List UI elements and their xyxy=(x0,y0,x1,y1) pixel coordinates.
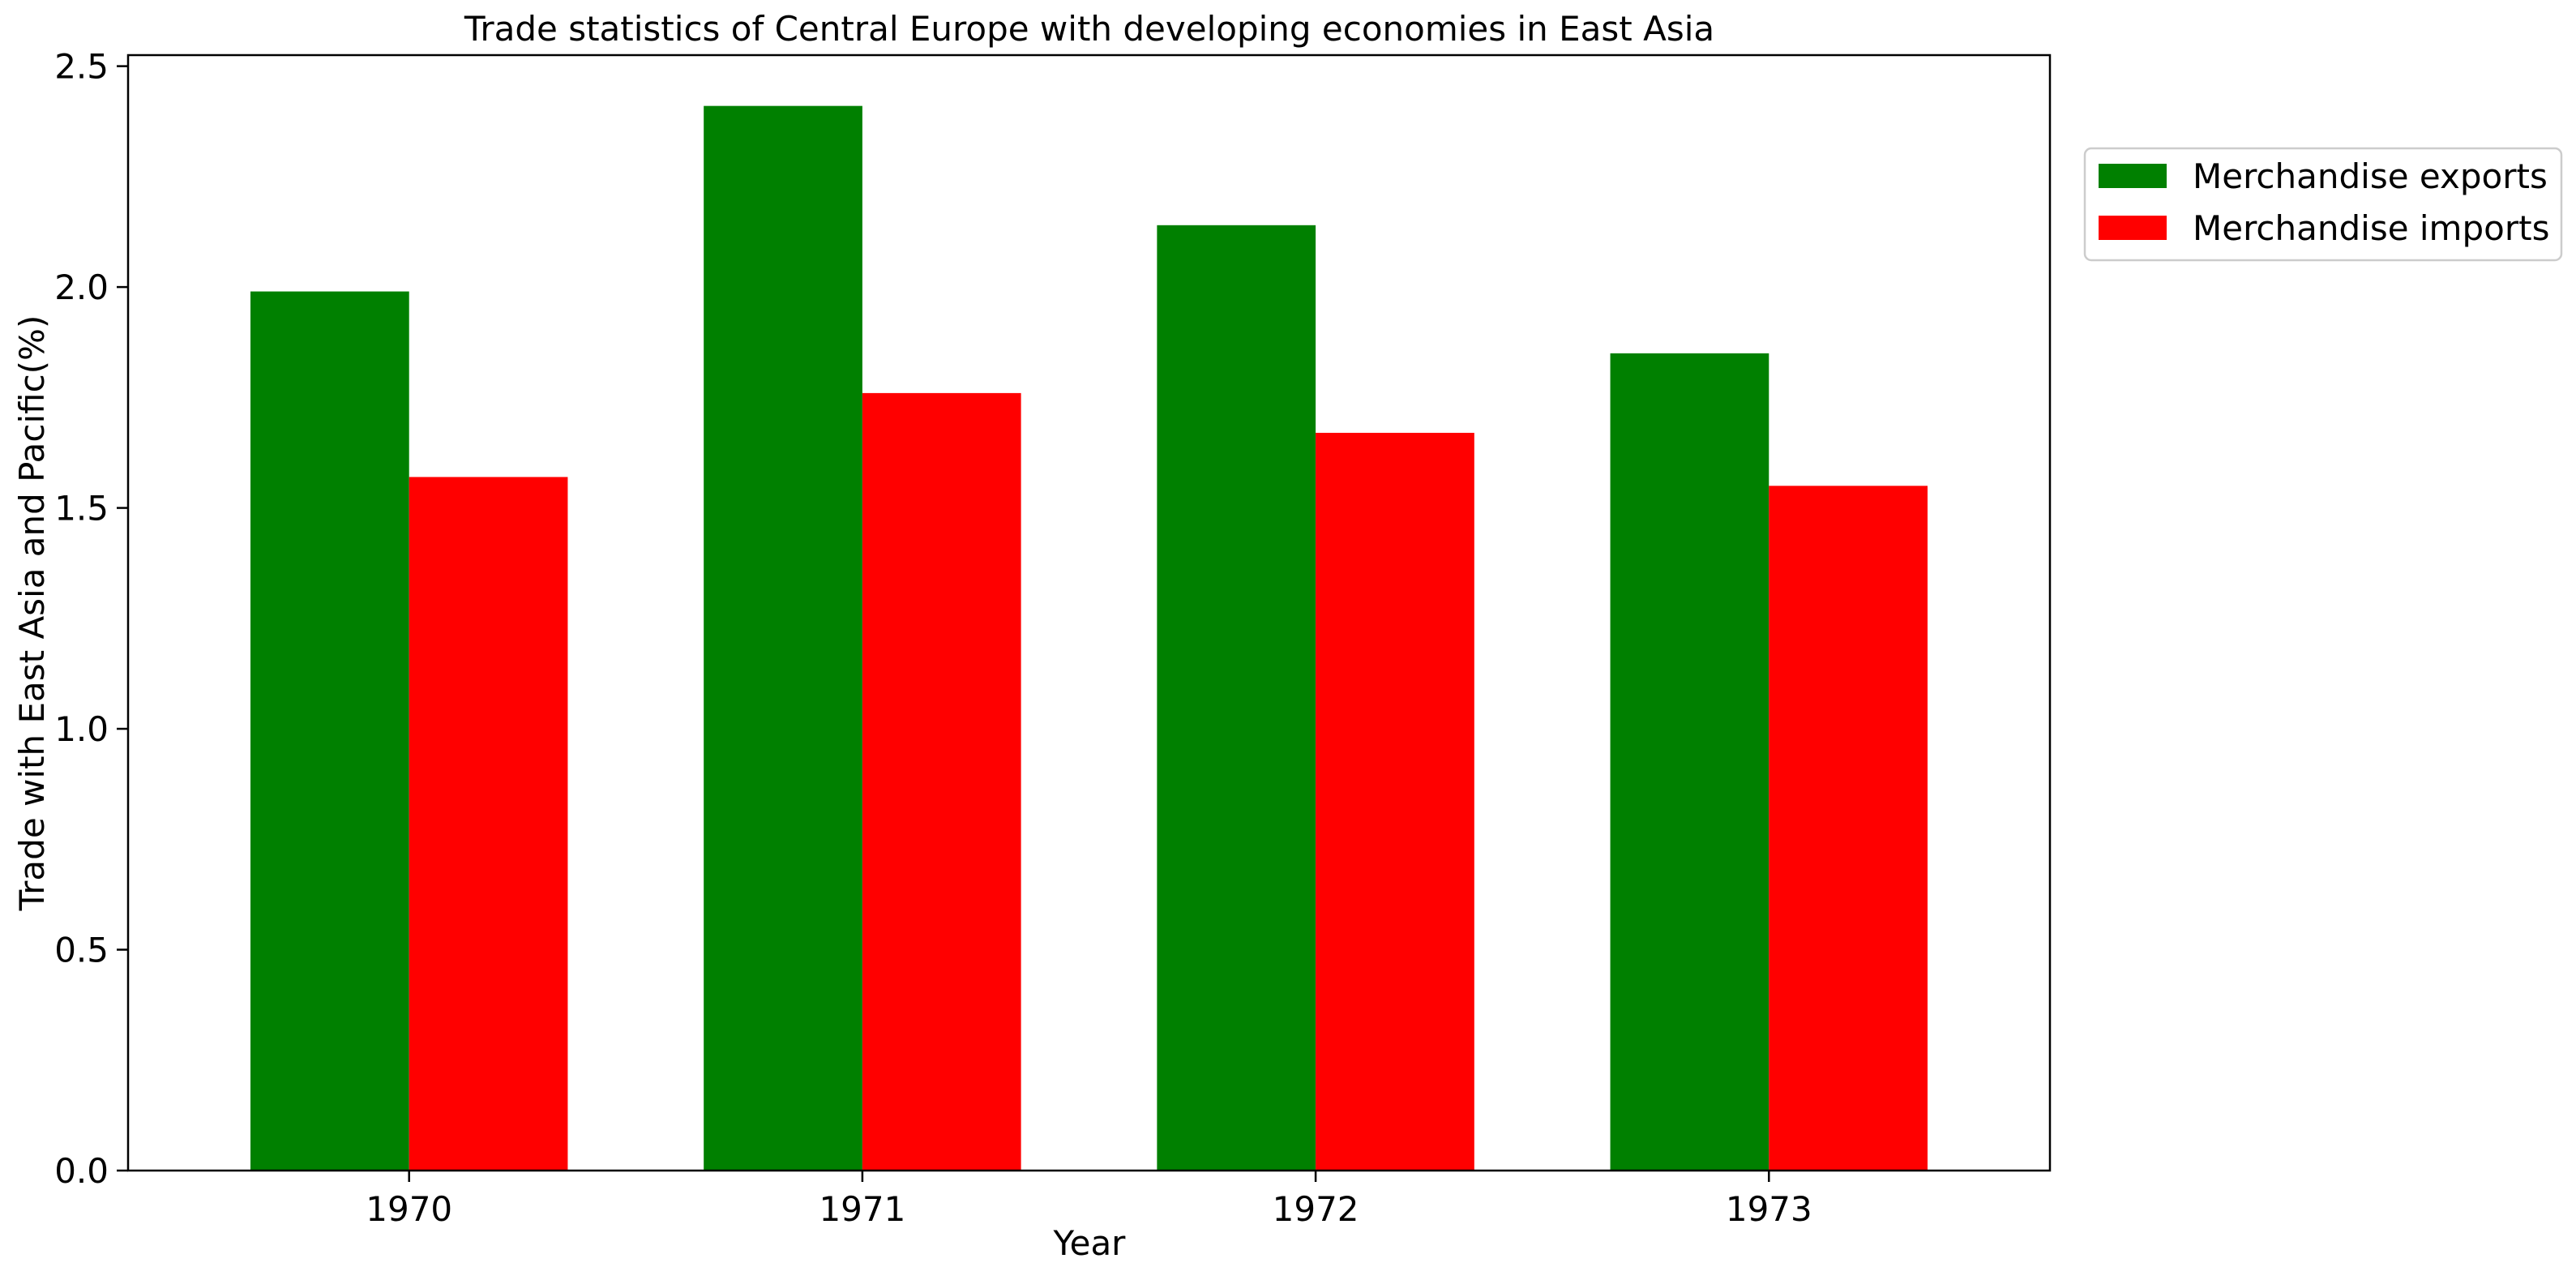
legend-frame xyxy=(2083,147,2563,262)
y-tick-label: 1.5 xyxy=(54,489,109,529)
bar-exports-1971 xyxy=(704,105,862,1171)
y-tick-label: 2.0 xyxy=(54,268,109,307)
bar-exports-1970 xyxy=(250,291,409,1171)
legend-label-exports: Merchandise exports xyxy=(2193,156,2548,196)
bar-exports-1972 xyxy=(1157,225,1316,1171)
chart-title: Trade statistics of Central Europe with … xyxy=(464,9,1714,49)
legend-label-imports: Merchandise imports xyxy=(2193,208,2549,248)
x-tick-label: 1970 xyxy=(366,1189,452,1229)
bar-imports-1972 xyxy=(1316,432,1474,1171)
y-tick-label: 0.0 xyxy=(54,1151,109,1191)
y-axis-ticks: 0.0 0.5 1.0 1.5 2.0 2.5 xyxy=(54,47,128,1191)
bar-exports-1973 xyxy=(1610,353,1769,1171)
x-axis-ticks: 1970 1971 1972 1973 xyxy=(366,1171,1812,1229)
y-tick-label: 2.5 xyxy=(54,47,109,87)
x-tick-label: 1971 xyxy=(819,1189,905,1229)
y-axis-label: Trade with East Asia and Pacific(%) xyxy=(12,315,52,912)
y-tick-label: 0.5 xyxy=(54,931,109,970)
legend-swatch-imports xyxy=(2099,216,2167,240)
bar-imports-1970 xyxy=(409,477,568,1171)
legend: Merchandise exports Merchandise imports xyxy=(2083,147,2563,262)
plot-area-frame xyxy=(126,54,2052,1172)
y-tick-label: 1.0 xyxy=(54,709,109,749)
x-axis-label: Year xyxy=(1053,1223,1127,1263)
legend-swatch-exports xyxy=(2099,164,2167,188)
bars xyxy=(250,105,1928,1171)
bar-imports-1973 xyxy=(1769,486,1928,1171)
x-tick-label: 1973 xyxy=(1726,1189,1812,1229)
x-tick-label: 1972 xyxy=(1273,1189,1359,1229)
bar-imports-1971 xyxy=(862,392,1021,1171)
